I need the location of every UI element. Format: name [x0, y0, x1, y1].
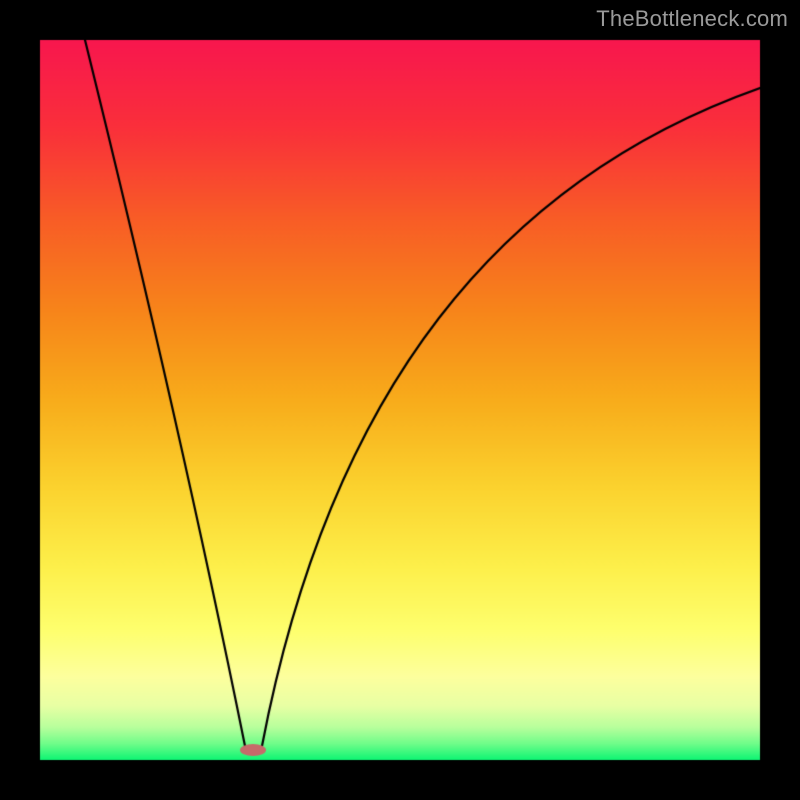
bottleneck-chart — [0, 0, 800, 800]
watermark-text: TheBottleneck.com — [596, 6, 788, 32]
